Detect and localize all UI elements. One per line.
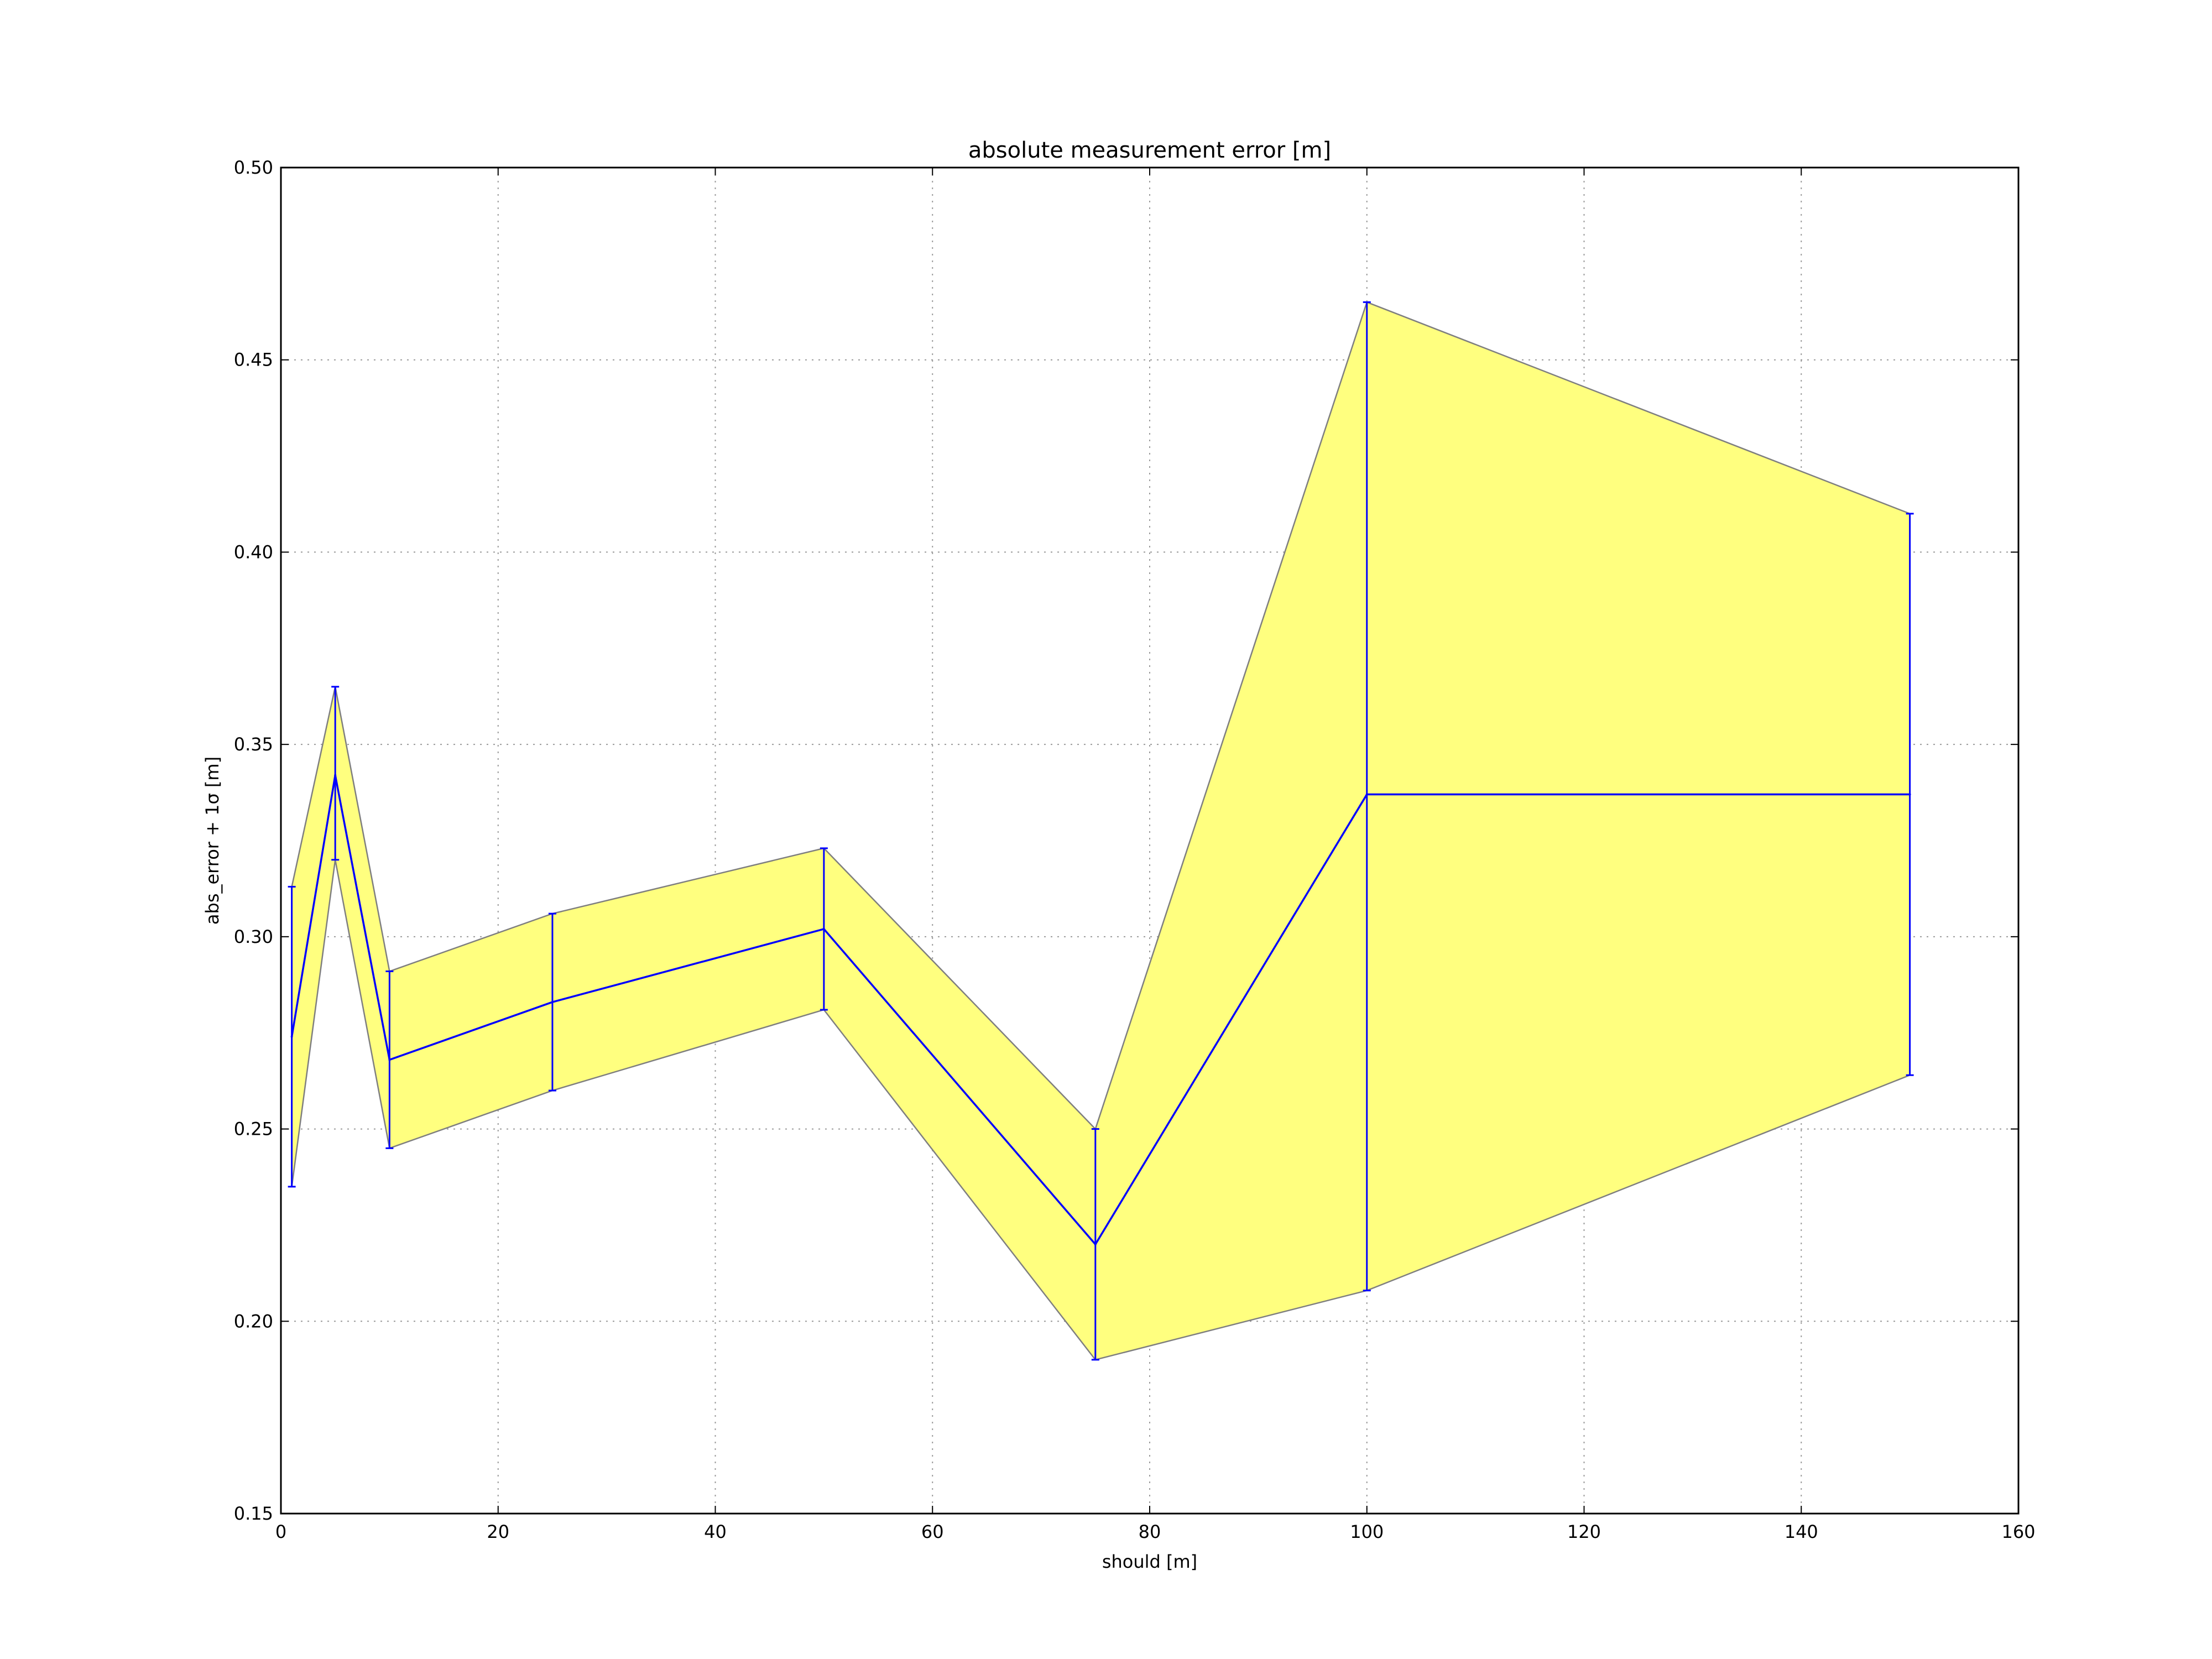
data-point	[290, 1035, 293, 1038]
series-line	[290, 774, 1911, 1246]
x-tick-label: 0	[275, 1521, 286, 1542]
series-polyline	[290, 775, 1910, 1246]
x-tick-label: 120	[1567, 1521, 1601, 1542]
data-point	[822, 927, 825, 930]
y-tick-label: 0.35	[234, 734, 273, 755]
data-point	[551, 1001, 554, 1004]
x-axis-label: should [m]	[1102, 1551, 1197, 1572]
y-tick-label: 0.15	[234, 1503, 273, 1524]
x-tick-label: 40	[704, 1521, 727, 1542]
data-point	[1908, 793, 1911, 796]
x-tick-label: 20	[487, 1521, 509, 1542]
y-tick-label: 0.45	[234, 349, 273, 371]
chart-title: absolute measurement error [m]	[968, 138, 1331, 163]
y-tick-label: 0.20	[234, 1311, 273, 1332]
x-tick-label: 100	[1350, 1521, 1384, 1542]
y-tick-label: 0.25	[234, 1119, 273, 1140]
y-tick-label: 0.40	[234, 541, 273, 562]
ticks: 0 20 40 60 80 100 120 140 160 0.15 0.20 0.25 0.30 0.3…	[234, 157, 2036, 1542]
x-tick-label: 80	[1139, 1521, 1161, 1542]
x-tick-label: 140	[1785, 1521, 1818, 1542]
data-point	[1365, 793, 1368, 796]
y-tick-label: 0.50	[234, 157, 273, 178]
data-point	[334, 774, 337, 776]
data-point	[388, 1058, 391, 1061]
y-axis-label: abs_error + 1σ [m]	[202, 757, 223, 925]
y-tick-label: 0.30	[234, 926, 273, 947]
x-tick-label: 60	[921, 1521, 944, 1542]
data-point	[1094, 1243, 1097, 1246]
x-tick-label: 160	[2001, 1521, 2035, 1542]
